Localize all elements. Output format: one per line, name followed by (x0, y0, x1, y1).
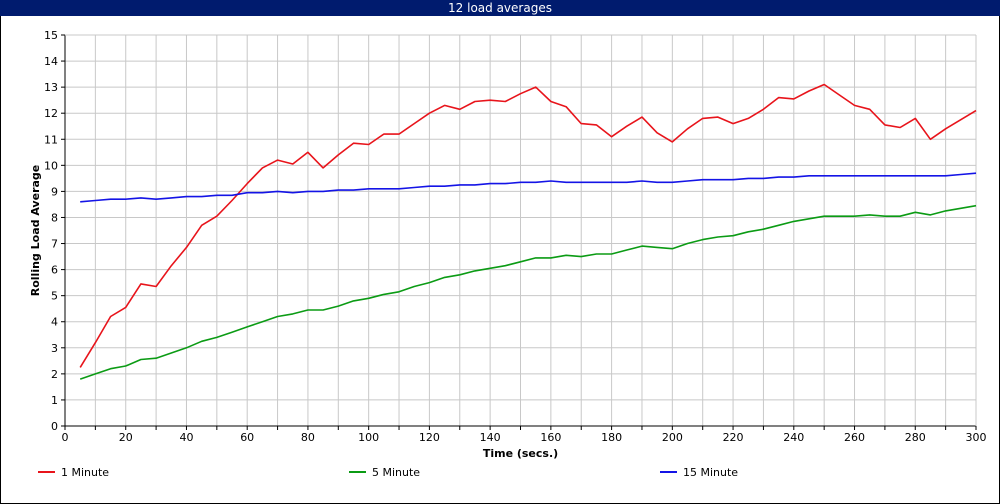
y-tick-label: 12 (44, 107, 58, 120)
x-tick-label: 220 (723, 431, 744, 444)
x-tick-label: 260 (844, 431, 865, 444)
legend-label: 15 Minute (683, 466, 738, 479)
chart-title: 12 load averages (0, 0, 1000, 16)
x-tick-label: 60 (240, 431, 254, 444)
y-tick-label: 6 (51, 264, 58, 277)
y-tick-label: 14 (44, 55, 58, 68)
y-tick-label: 9 (51, 185, 58, 198)
x-tick-label: 0 (62, 431, 69, 444)
y-tick-label: 10 (44, 159, 58, 172)
grid-lines (65, 34, 976, 426)
y-tick-label: 8 (51, 211, 58, 224)
series-line-3 (80, 172, 977, 203)
legend-label: 5 Minute (372, 466, 420, 479)
x-axis-title: Time (secs.) (483, 447, 558, 460)
y-axis-title: Rolling Load Average (29, 165, 42, 297)
series-line-2 (79, 204, 977, 380)
x-axis-ticks: 0 20 40 60 80 100 120 140 160 180 200 220 240 260 280 3… (62, 426, 987, 444)
y-tick-label: 4 (51, 316, 58, 329)
x-tick-label: 40 (179, 431, 193, 444)
legend-label: 1 Minute (61, 466, 109, 479)
x-tick-label: 300 (966, 431, 987, 444)
x-tick-label: 200 (662, 431, 683, 444)
y-tick-label: 3 (51, 342, 58, 355)
x-tick-label: 20 (119, 431, 133, 444)
legend: 1 Minute 5 Minute 15 Minute (38, 466, 738, 479)
series-line-1 (79, 83, 977, 368)
x-tick-label: 120 (419, 431, 440, 444)
y-tick-label: 7 (51, 238, 58, 251)
y-tick-label: 15 (44, 29, 58, 42)
x-tick-label: 160 (540, 431, 561, 444)
y-tick-label: 1 (51, 394, 58, 407)
x-tick-label: 140 (480, 431, 501, 444)
x-tick-label: 280 (905, 431, 926, 444)
x-tick-label: 180 (601, 431, 622, 444)
y-tick-label: 11 (44, 133, 58, 146)
x-tick-label: 240 (783, 431, 804, 444)
x-tick-label: 80 (301, 431, 315, 444)
y-tick-label: 13 (44, 81, 58, 94)
y-tick-label: 2 (51, 368, 58, 381)
x-tick-label: 100 (358, 431, 379, 444)
series-lines (79, 83, 977, 380)
y-tick-label: 5 (51, 290, 58, 303)
y-tick-label: 0 (51, 420, 58, 433)
